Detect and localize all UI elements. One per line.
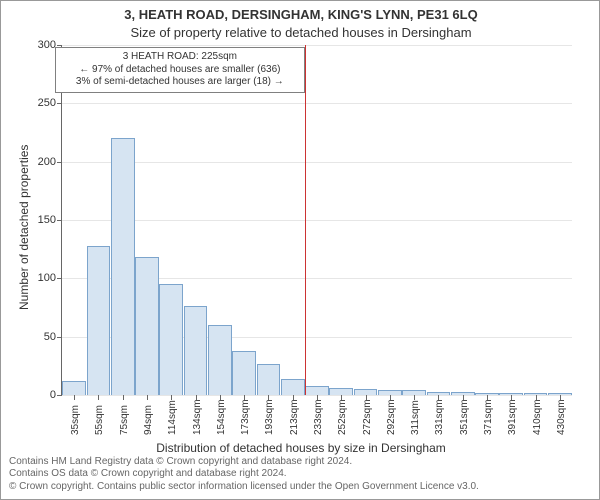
annotation-line: 3 HEATH ROAD: 225sqm (62, 51, 298, 64)
xtick-mark (98, 395, 99, 400)
plot-area: 05010015020025030035sqm55sqm75sqm94sqm11… (61, 45, 572, 396)
xtick-label: 311sqm (410, 400, 421, 435)
xtick-mark (74, 395, 75, 400)
xtick-label: 292sqm (386, 399, 397, 435)
ytick-label: 250 (38, 97, 56, 109)
xtick-label: 134sqm (192, 399, 203, 435)
annotation-line: ← 97% of detached houses are smaller (63… (62, 64, 298, 77)
title-line-2: Size of property relative to detached ho… (1, 25, 600, 40)
ytick-mark (57, 45, 62, 46)
gridline (62, 220, 572, 221)
bar (135, 257, 159, 395)
bar (305, 386, 329, 395)
xtick-mark (147, 395, 148, 400)
gridline (62, 103, 572, 104)
xtick-label: 391sqm (507, 399, 518, 435)
xtick-label: 35sqm (70, 405, 81, 435)
xtick-label: 331sqm (434, 399, 445, 435)
xtick-mark (123, 395, 124, 400)
xtick-label: 173sqm (240, 399, 251, 435)
bar (208, 325, 232, 395)
reference-line (305, 45, 306, 395)
xtick-label: 233sqm (313, 399, 324, 435)
xtick-label: 272sqm (362, 399, 373, 435)
bar (111, 138, 135, 395)
xtick-label: 410sqm (532, 399, 543, 435)
bar (159, 284, 183, 395)
ytick-label: 150 (38, 214, 56, 226)
bar (329, 388, 353, 395)
xtick-label: 430sqm (556, 399, 567, 435)
xtick-label: 114sqm (167, 400, 178, 435)
title-line-1: 3, HEATH ROAD, DERSINGHAM, KING'S LYNN, … (1, 7, 600, 22)
xtick-label: 371sqm (483, 399, 494, 435)
credit-block: Contains HM Land Registry data © Crown c… (9, 456, 479, 494)
y-axis-label: Number of detached properties (17, 145, 31, 310)
bar (87, 246, 111, 395)
xtick-label: 55sqm (94, 405, 105, 435)
xtick-label: 351sqm (459, 399, 470, 435)
ytick-mark (57, 395, 62, 396)
ytick-label: 300 (38, 39, 56, 51)
gridline (62, 162, 572, 163)
credit-line: Contains HM Land Registry data © Crown c… (9, 456, 479, 469)
credit-line: © Crown copyright. Contains public secto… (9, 481, 479, 494)
ytick-mark (57, 103, 62, 104)
ytick-label: 0 (50, 389, 56, 401)
ytick-label: 100 (38, 272, 56, 284)
annotation-box: 3 HEATH ROAD: 225sqm← 97% of detached ho… (55, 47, 305, 93)
bar (232, 351, 256, 395)
bar (281, 379, 305, 395)
ytick-mark (57, 337, 62, 338)
gridline (62, 45, 572, 46)
ytick-label: 50 (44, 331, 56, 343)
x-axis-label: Distribution of detached houses by size … (1, 441, 600, 455)
credit-line: Contains OS data © Crown copyright and d… (9, 468, 479, 481)
xtick-label: 193sqm (264, 399, 275, 435)
xtick-label: 213sqm (289, 399, 300, 435)
xtick-label: 75sqm (119, 405, 130, 435)
xtick-label: 94sqm (143, 405, 154, 435)
bar (62, 381, 86, 395)
xtick-label: 252sqm (337, 399, 348, 435)
ytick-mark (57, 278, 62, 279)
bar (257, 364, 281, 396)
ytick-label: 200 (38, 156, 56, 168)
chart-container: 3, HEATH ROAD, DERSINGHAM, KING'S LYNN, … (0, 0, 600, 500)
ytick-mark (57, 220, 62, 221)
xtick-label: 154sqm (216, 399, 227, 435)
bar (184, 306, 208, 395)
ytick-mark (57, 162, 62, 163)
annotation-line: 3% of semi-detached houses are larger (1… (62, 76, 298, 89)
